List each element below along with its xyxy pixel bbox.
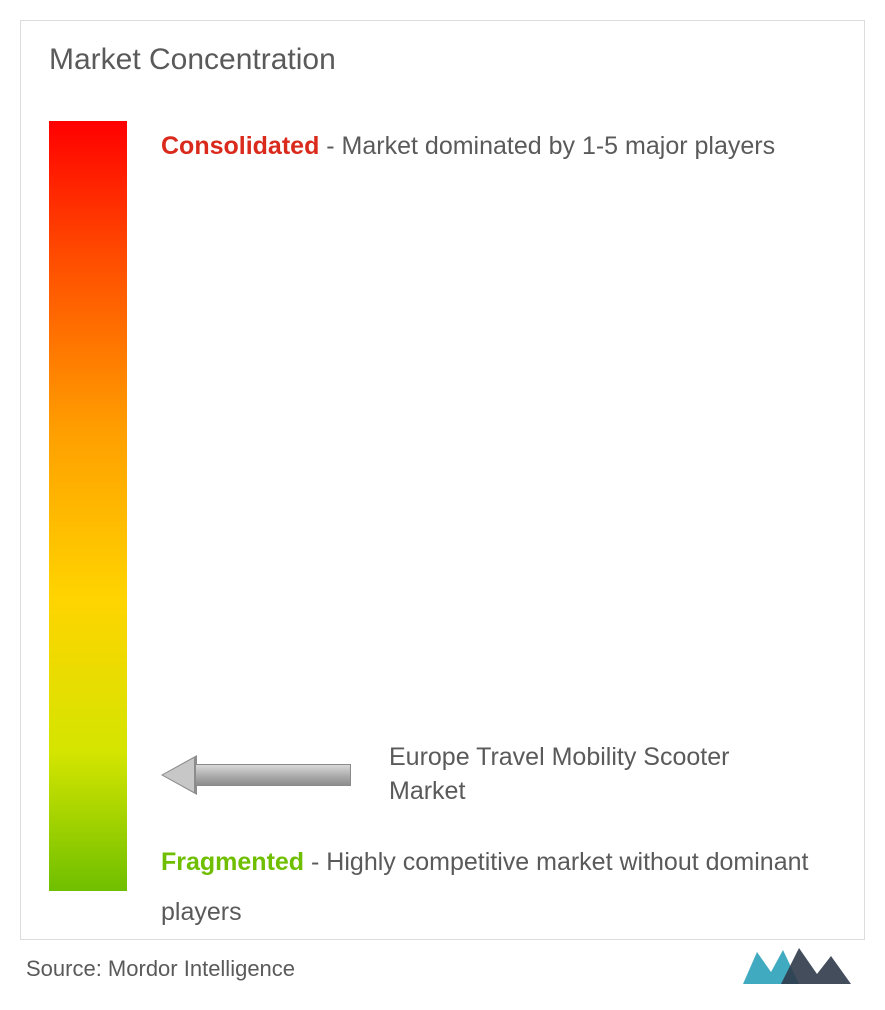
arrow-left-icon xyxy=(161,755,351,795)
consolidated-desc: - Market dominated by 1-5 major players xyxy=(319,132,775,160)
labels-column: Consolidated - Market dominated by 1-5 m… xyxy=(161,121,821,171)
market-name: Europe Travel Mobility Scooter Market xyxy=(389,741,749,809)
bottom-block: Europe Travel Mobility Scooter Market Fr… xyxy=(161,741,821,937)
fragmented-label: Fragmented - Highly competitive market w… xyxy=(161,837,821,937)
consolidated-keyword: Consolidated xyxy=(161,132,319,160)
concentration-spectrum-bar xyxy=(49,121,127,891)
consolidated-label: Consolidated - Market dominated by 1-5 m… xyxy=(161,121,821,171)
mordor-logo-icon xyxy=(739,944,859,992)
source-text: Source: Mordor Intelligence xyxy=(26,956,295,982)
footer: Source: Mordor Intelligence xyxy=(20,950,865,990)
fragmented-keyword: Fragmented xyxy=(161,848,304,876)
page-title: Market Concentration xyxy=(49,43,336,77)
spectrum-gradient xyxy=(49,121,127,891)
pointer-row: Europe Travel Mobility Scooter Market xyxy=(161,741,821,809)
infographic-frame: Market Concentration Consolidated - Mark… xyxy=(20,20,865,940)
